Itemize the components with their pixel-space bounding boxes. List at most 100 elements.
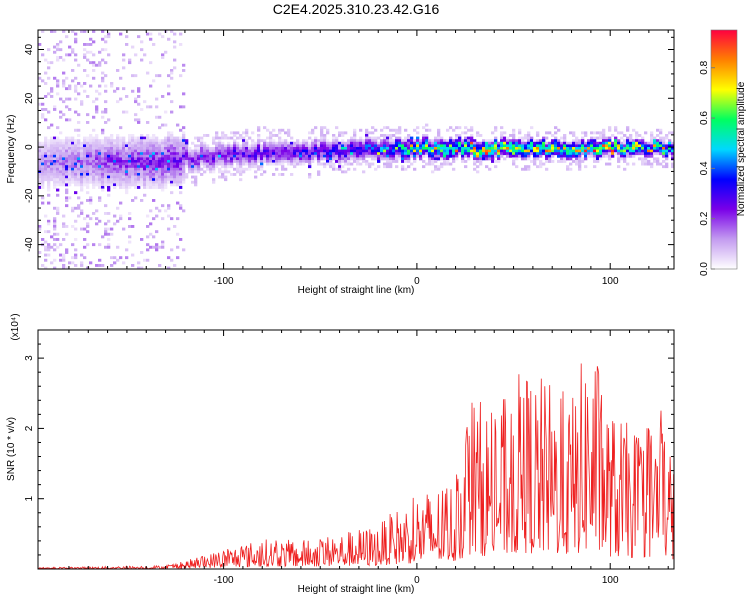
spectrogram-cell: [242, 149, 246, 153]
spectrogram-cell: [56, 170, 60, 174]
spectrogram-cell: [254, 165, 258, 169]
spectrogram-cell: [368, 144, 372, 148]
spectrogram-cell: [83, 154, 87, 158]
spectrogram-cell: [419, 152, 423, 156]
spectrogram-cell: [122, 157, 126, 161]
spectrogram-cell: [449, 152, 453, 156]
spectrogram-cell: [161, 157, 165, 161]
spectrogram-cell: [350, 149, 354, 153]
spectrogram-cell: [56, 82, 60, 85]
spectrogram-cell: [494, 128, 498, 132]
spectrogram-cell: [389, 134, 393, 137]
spectrogram-cell: [422, 141, 426, 145]
spectrogram-cell: [383, 136, 387, 140]
spectrogram-cell: [164, 152, 168, 156]
spectrogram-cell: [491, 131, 495, 135]
spectrogram-cell: [563, 134, 567, 137]
spectrogram-cell: [140, 58, 144, 62]
spectrogram-cell: [176, 180, 180, 184]
spectrogram-cell: [119, 256, 123, 260]
spectrogram-cell: [632, 162, 636, 166]
spectrogram-cell: [65, 196, 69, 200]
spectrogram-cell: [209, 152, 213, 156]
spectrogram-cell: [422, 134, 426, 137]
spectrogram-cell: [512, 160, 516, 163]
spectrogram-cell: [170, 144, 174, 148]
spectrogram-cell: [128, 180, 132, 184]
spectrogram-cell: [455, 152, 459, 156]
spectrogram-cell: [158, 144, 162, 148]
spectrogram-cell: [149, 147, 153, 150]
spectrogram-cell: [476, 165, 480, 169]
spectrogram-cell: [173, 40, 177, 44]
spectrogram-cell: [176, 178, 180, 182]
spectrogram-cell: [332, 141, 336, 145]
spectrogram-cell: [290, 160, 294, 163]
spectrogram-cell: [176, 173, 180, 176]
spectrogram-cell: [428, 157, 432, 161]
spectrogram-cell: [47, 110, 51, 114]
spectrogram-cell: [530, 139, 534, 143]
spectrogram-cell: [458, 136, 462, 140]
spectrogram-cell: [131, 167, 135, 171]
spectrogram-cell: [59, 173, 63, 176]
spectrogram-cell: [386, 149, 390, 153]
spectrogram-cell: [428, 160, 432, 163]
spectrogram-cell: [335, 167, 339, 171]
colorbar-tick-label: 0.0: [699, 262, 710, 276]
spectrogram-cell: [347, 162, 351, 166]
spectrogram-cell: [332, 152, 336, 156]
spectrogram-cell: [596, 157, 600, 161]
spectrogram-cell: [143, 178, 147, 182]
spectrogram-cell: [512, 147, 516, 150]
spectrogram-cell: [251, 160, 255, 163]
spectrogram-cell: [563, 147, 567, 150]
spectrogram-cell: [536, 165, 540, 169]
spectrogram-cell: [362, 141, 366, 145]
spectrogram-cell: [401, 157, 405, 161]
spectrogram-cell: [527, 134, 531, 137]
spectrogram-cell: [41, 175, 45, 179]
spectrogram-cell: [671, 131, 675, 135]
spectrogram-cell: [56, 232, 60, 236]
spectrogram-cell: [440, 136, 444, 140]
spectrogram-cell: [242, 139, 246, 143]
spectrogram-cell: [521, 149, 525, 153]
spectrogram-cell: [473, 167, 477, 171]
spectrogram-cell: [83, 144, 87, 148]
spectrogram-cell: [494, 144, 498, 148]
spectrogram-cell: [134, 53, 138, 57]
spectrogram-cell: [68, 118, 72, 122]
spectrogram-cell: [98, 165, 102, 169]
spectrogram-cell: [446, 147, 450, 150]
spectrogram-cell: [224, 147, 228, 150]
spectrogram-cell: [338, 134, 342, 137]
spectrogram-cell: [197, 167, 201, 171]
spectrogram-cell: [92, 157, 96, 161]
spectrogram-cell: [299, 152, 303, 156]
spectrogram-cell: [122, 147, 126, 150]
spectrogram-cell: [137, 152, 141, 156]
spectrogram-cell: [158, 165, 162, 169]
spectrogram-cell: [119, 165, 123, 169]
spectrogram-cell: [155, 105, 159, 109]
spectrogram-cell: [434, 157, 438, 161]
spectrogram-cell: [377, 141, 381, 145]
spectrogram-cell: [65, 147, 69, 150]
spectrogram-cell: [98, 84, 102, 88]
spectrogram-cell: [470, 136, 474, 140]
spectrogram-cell: [53, 154, 57, 158]
spectrogram-cell: [107, 193, 111, 197]
spectrogram-cell: [110, 136, 114, 140]
spectrogram-cell: [119, 149, 123, 153]
spectrogram-cell: [92, 165, 96, 169]
spectrogram-cell: [611, 144, 615, 148]
spectrogram-cell: [140, 149, 144, 153]
spectrogram-cell: [56, 183, 60, 187]
spectrogram-cell: [83, 147, 87, 150]
spectrogram-cell: [86, 113, 90, 117]
spectrogram-cell: [128, 178, 132, 182]
spectrogram-cell: [440, 141, 444, 145]
spectrogram-cell: [167, 74, 171, 78]
